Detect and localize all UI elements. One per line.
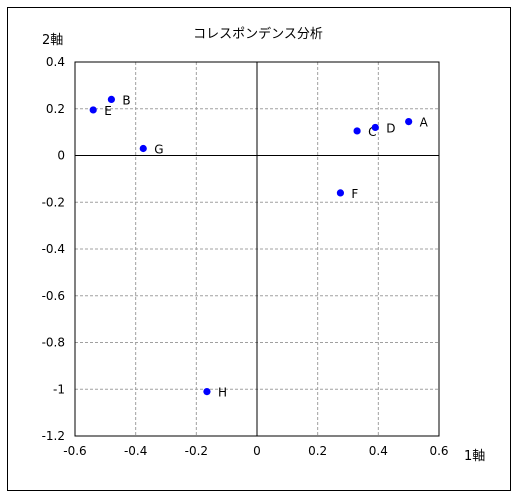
data-point-f [336,189,345,197]
point-label-d: D [386,121,395,135]
y-tick-label: 0.4 [46,55,65,69]
y-tick-label: -0.4 [42,242,65,256]
x-tick-label: 0 [253,444,261,458]
data-point-b [107,95,115,103]
data-point-a [405,118,413,126]
chart-frame: 0.4 0.2 0 -0.2 -0.4 -0.6 -0.8 -1 -1.2 -0.6 -0.4 -0.… [7,7,511,491]
scatter-chart: 0.40.20-0.2-0.4-0.6-0.8-1-1.2-0.6 -0.4 -0.… [42,26,486,464]
tick-labels: 0.40.20-0.2-0.4-0.6-0.8-1-1.2-0.6 -0.4 -0.… [42,55,449,458]
point-label-g: G [154,142,163,156]
data-point-d [371,123,379,132]
x-axis-label: 1軸 [464,449,485,464]
chart-title: コレスポンデンス分析 [193,26,323,42]
y-tick-label: -0.2 [42,195,65,209]
y-tick-label: -0.6 [42,289,65,303]
data-point-g [139,144,147,153]
point-label-a: A [420,116,429,130]
x-tick-label: -0.2 [185,444,208,458]
y-axis-label: 2軸 [42,33,63,48]
data-point-e [89,106,97,114]
data-points: A B C D E F G H [89,93,429,400]
y-tick-label: 0 [57,149,65,163]
y-tick-label: -0.8 [42,336,65,350]
point-label-c: C [368,125,376,139]
y-tick-label: -1 [53,382,65,396]
x-tick-label: -0.6 [63,444,86,458]
data-point-h [203,387,211,396]
point-label-e: E [104,104,112,118]
plot-area [74,61,440,437]
point-label-b: B [122,93,130,107]
point-label-h: H [218,386,227,400]
axes [75,62,439,436]
x-tick-label: 0.2 [308,444,327,458]
data-point-c [353,127,361,135]
x-tick-label: 0.6 [429,444,448,458]
y-tick-label: -1.2 [42,429,65,443]
point-label-f: F [351,187,358,201]
y-tick-label: 0.2 [46,102,65,116]
x-tick-label: -0.4 [124,444,147,458]
x-tick-label: 0.4 [369,444,388,458]
